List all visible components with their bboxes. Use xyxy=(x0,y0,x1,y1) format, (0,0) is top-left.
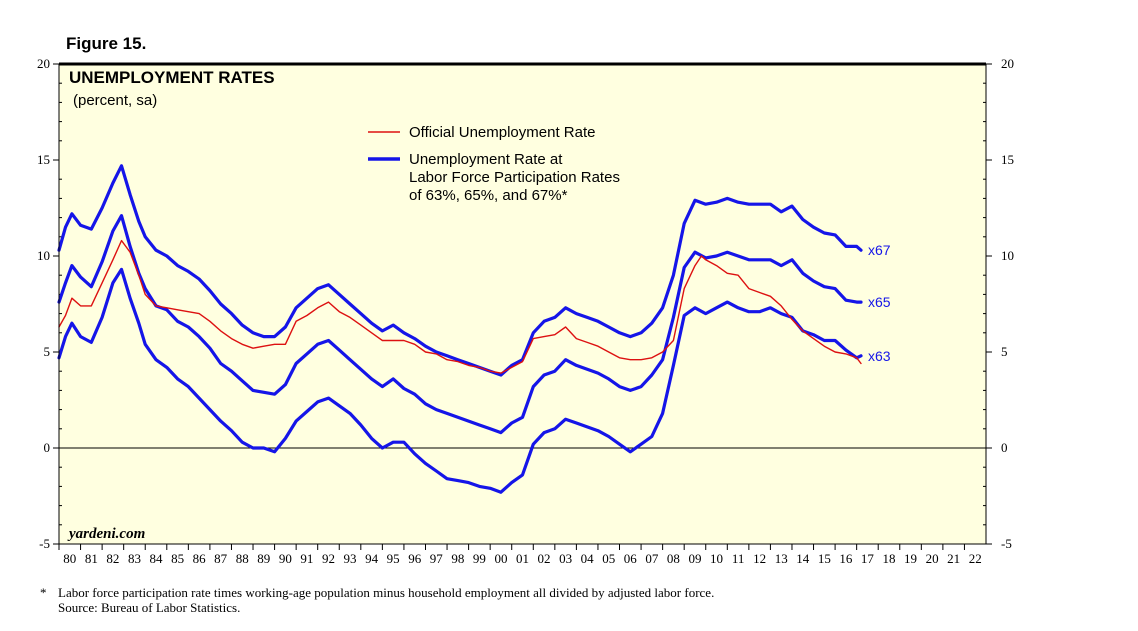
y-tick-label-left: 15 xyxy=(37,152,50,167)
x-tick-label: 14 xyxy=(796,551,810,566)
series-label-x65: x65 xyxy=(868,294,891,310)
figure-label: Figure 15. xyxy=(66,34,147,53)
y-tick-label-right: 0 xyxy=(1001,440,1008,455)
legend-adjusted-label-line-3: of 63%, 65%, and 67%* xyxy=(409,187,568,204)
x-tick-label: 04 xyxy=(581,551,595,566)
x-tick-label: 83 xyxy=(128,551,141,566)
x-tick-label: 95 xyxy=(387,551,400,566)
x-tick-label: 02 xyxy=(538,551,551,566)
series-x63 xyxy=(57,267,863,494)
y-tick-label-left: 0 xyxy=(44,440,51,455)
chart-title: UNEMPLOYMENT RATES xyxy=(69,68,275,87)
chart-subtitle: (percent, sa) xyxy=(73,92,157,109)
x-tick-label: 12 xyxy=(753,551,766,566)
x-tick-label: 22 xyxy=(969,551,982,566)
x-tick-label: 97 xyxy=(430,551,444,566)
x-tick-label: 99 xyxy=(473,551,486,566)
x-tick-label: 07 xyxy=(645,551,659,566)
x-tick-label: 05 xyxy=(602,551,615,566)
plot-frame xyxy=(58,63,987,545)
x-tick-label: 82 xyxy=(106,551,119,566)
x-tick-label: 17 xyxy=(861,551,875,566)
x-tick-label: 16 xyxy=(839,551,853,566)
x-tick-label: 19 xyxy=(904,551,917,566)
x-tick-label: 15 xyxy=(818,551,831,566)
y-tick-label-right: 5 xyxy=(1001,344,1008,359)
x-tick-label: 09 xyxy=(688,551,701,566)
y-tick-label-left: 10 xyxy=(37,248,50,263)
footnote-block: * Labor force participation rate times wo… xyxy=(40,585,714,615)
footnote-text: Labor force participation rate times wor… xyxy=(58,585,715,600)
x-tick-label: 92 xyxy=(322,551,335,566)
x-tick-label: 90 xyxy=(279,551,292,566)
x-tick-label: 88 xyxy=(236,551,249,566)
legend-official-label: Official Unemployment Rate xyxy=(409,124,595,141)
y-tick-label-left: 5 xyxy=(44,344,51,359)
watermark: yardeni.com xyxy=(67,526,145,542)
series-x67 xyxy=(57,164,863,377)
x-tick-label: 11 xyxy=(732,551,745,566)
x-tick-label: 86 xyxy=(193,551,207,566)
x-tick-label: 01 xyxy=(516,551,529,566)
legend-adjusted-label-line-2: Labor Force Participation Rates xyxy=(409,169,620,186)
x-tick-label: 98 xyxy=(451,551,464,566)
x-tick-label: 80 xyxy=(63,551,76,566)
source-text: Source: Bureau of Labor Statistics. xyxy=(58,600,241,615)
x-tick-label: 10 xyxy=(710,551,723,566)
x-tick-label: 93 xyxy=(344,551,357,566)
x-tick-label: 00 xyxy=(494,551,507,566)
x-tick-label: 81 xyxy=(85,551,98,566)
x-tick-label: 91 xyxy=(300,551,313,566)
y-tick-label-right: 10 xyxy=(1001,248,1014,263)
x-tick-label: 06 xyxy=(624,551,638,566)
footnote: * Labor force participation rate times wo… xyxy=(40,585,714,600)
x-tick-label: 18 xyxy=(882,551,895,566)
legend-adjusted-label-line-1: Unemployment Rate at xyxy=(409,151,563,168)
source-note: Source: Bureau of Labor Statistics. xyxy=(40,600,714,615)
y-tick-label-right: -5 xyxy=(1001,536,1012,551)
x-tick-label: 20 xyxy=(926,551,939,566)
series-label-x67: x67 xyxy=(868,242,891,258)
x-tick-label: 89 xyxy=(257,551,270,566)
y-tick-label-left: 20 xyxy=(37,56,50,71)
x-tick-label: 87 xyxy=(214,551,228,566)
series-official xyxy=(58,239,862,374)
legend: Official Unemployment Rate Unemployment … xyxy=(368,124,620,204)
x-tick-label: 08 xyxy=(667,551,680,566)
plot-background xyxy=(59,64,986,544)
y-tick-label-right: 20 xyxy=(1001,56,1014,71)
footnote-marker: * xyxy=(40,585,47,600)
y-tick-label-left: -5 xyxy=(39,536,50,551)
series-x65 xyxy=(57,214,863,435)
x-tick-label: 13 xyxy=(775,551,788,566)
series-label-x63: x63 xyxy=(868,348,891,364)
x-tick-label: 96 xyxy=(408,551,422,566)
y-tick-label-right: 15 xyxy=(1001,152,1014,167)
x-tick-label: 84 xyxy=(150,551,164,566)
x-tick-label: 21 xyxy=(947,551,960,566)
x-tick-label: 85 xyxy=(171,551,184,566)
x-tick-label: 03 xyxy=(559,551,572,566)
x-tick-label: 94 xyxy=(365,551,379,566)
